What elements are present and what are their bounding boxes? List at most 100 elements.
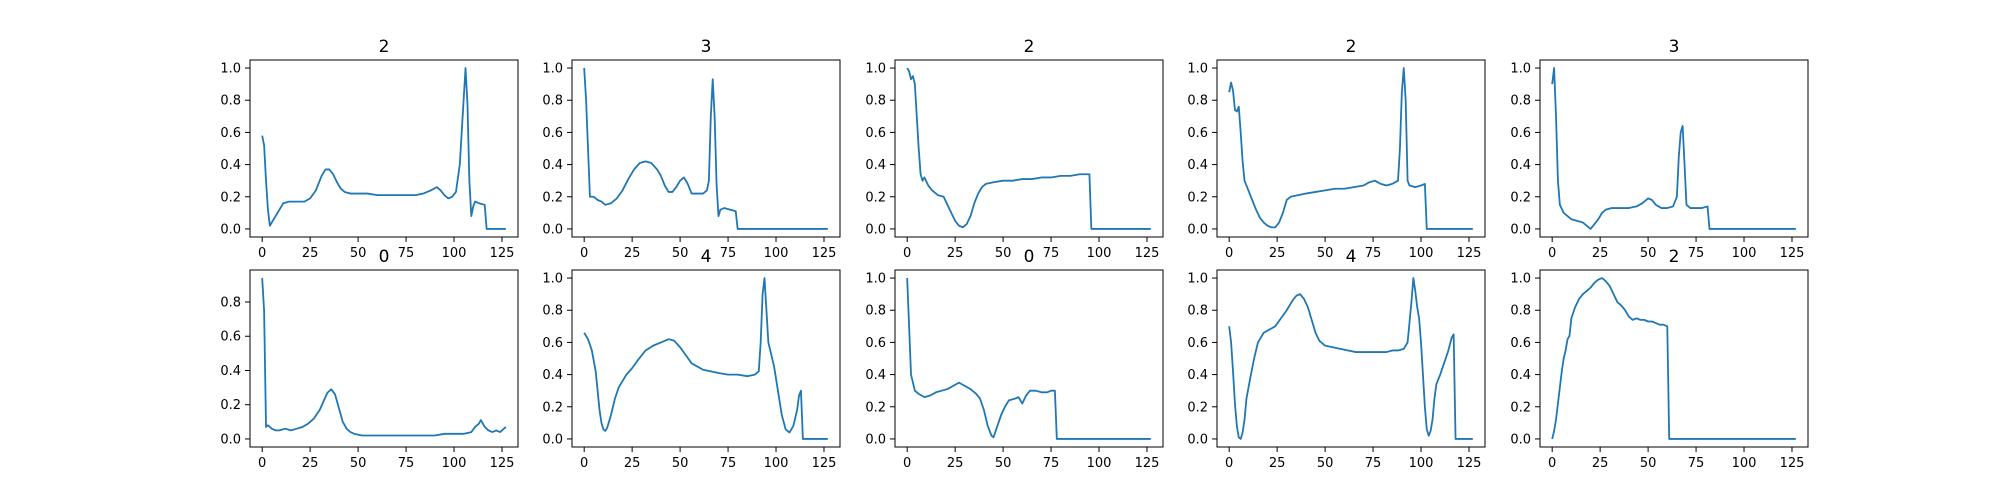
x-tick-label: 50: [350, 456, 367, 471]
y-tick-label: 1.0: [542, 62, 563, 77]
axes-frame: [571, 269, 841, 448]
axes-frame: [249, 269, 519, 448]
axes-frame: [894, 59, 1164, 238]
y-tick-label: 0.8: [865, 304, 886, 319]
x-tick-label: 0: [258, 246, 266, 261]
x-tick-label: 0: [903, 456, 911, 471]
x-tick-label: 100: [1409, 456, 1434, 471]
y-tick-label: 0.2: [865, 400, 886, 415]
y-tick-label: 0.6: [1510, 126, 1531, 141]
subplot-title: 0: [1024, 247, 1035, 267]
axes-frame: [1539, 269, 1809, 448]
y-tick-label: 1.0: [542, 272, 563, 287]
subplot-title: 2: [379, 37, 390, 57]
y-tick-label: 1.0: [1187, 272, 1208, 287]
y-tick-label: 0.2: [865, 190, 886, 205]
y-tick-label: 1.0: [865, 62, 886, 77]
series-line-3: [1228, 67, 1473, 230]
subplot-1: 0 25 50 75 100 125 0.0 0.2 0.4 0.6 0.8 1.0 3: [542, 37, 841, 261]
x-tick-label: 125: [812, 456, 837, 471]
axes-frame: [894, 269, 1164, 448]
y-tick-label: 0.0: [220, 222, 241, 237]
x-tick-label: 75: [1688, 456, 1705, 471]
x-tick-label: 25: [1592, 456, 1609, 471]
x-tick-label: 100: [442, 246, 467, 261]
y-tick-label: 0.0: [542, 222, 563, 237]
y-tick-label: 0.4: [865, 368, 886, 383]
x-tick-label: 125: [812, 246, 837, 261]
y-tick-label: 0.0: [542, 432, 563, 447]
y-tick-label: 1.0: [1510, 62, 1531, 77]
x-tick-label: 75: [720, 456, 737, 471]
y-tick-label: 0.8: [1510, 304, 1531, 319]
y-tick-label: 0.2: [542, 400, 563, 415]
subplot-5: 0 25 50 75 100 125 0.0 0.2 0.4 0.6 0.8 0: [220, 247, 519, 471]
y-tick-label: 0.4: [220, 158, 241, 173]
y-tick-label: 0.6: [865, 336, 886, 351]
y-tick-label: 0.8: [1510, 94, 1531, 109]
y-tick-label: 0.8: [1187, 304, 1208, 319]
y-tick-label: 0.4: [1510, 368, 1531, 383]
x-tick-label: 25: [1269, 456, 1286, 471]
series-line-6: [583, 277, 828, 440]
x-tick-label: 25: [624, 246, 641, 261]
y-tick-label: 0.6: [220, 330, 241, 345]
y-tick-label: 0.0: [1187, 222, 1208, 237]
y-tick-label: 1.0: [220, 62, 241, 77]
y-tick-label: 0.8: [542, 94, 563, 109]
x-tick-label: 25: [302, 456, 319, 471]
axes-frame: [1216, 269, 1486, 448]
subplot-0: 0 25 50 75 100 125 0.0 0.2 0.4 0.6 0.8 1.0 2: [220, 37, 519, 261]
subplot-2: 0 25 50 75 100 125 0.0 0.2 0.4 0.6 0.8 1.0 2: [865, 37, 1164, 261]
x-tick-label: 25: [947, 246, 964, 261]
x-tick-label: 25: [624, 456, 641, 471]
x-tick-label: 50: [995, 246, 1012, 261]
x-tick-label: 50: [995, 456, 1012, 471]
y-tick-label: 0.8: [542, 304, 563, 319]
y-tick-label: 0.8: [220, 296, 241, 311]
y-tick-label: 0.6: [1187, 126, 1208, 141]
subplot-title: 0: [379, 247, 390, 267]
y-tick-label: 0.4: [865, 158, 886, 173]
y-tick-label: 0.2: [1510, 400, 1531, 415]
subplot-title: 4: [701, 247, 712, 267]
series-line-7: [906, 278, 1151, 440]
y-tick-label: 0.0: [865, 432, 886, 447]
subplot-title: 2: [1024, 37, 1035, 57]
axes-frame: [1216, 59, 1486, 238]
x-tick-label: 75: [1688, 246, 1705, 261]
x-tick-label: 75: [398, 246, 415, 261]
series-line-5: [261, 277, 507, 437]
x-tick-label: 100: [1409, 246, 1434, 261]
y-tick-label: 0.8: [865, 94, 886, 109]
x-tick-label: 125: [1457, 246, 1482, 261]
y-tick-label: 0.2: [220, 398, 241, 413]
x-tick-label: 75: [1043, 246, 1060, 261]
x-tick-label: 125: [1135, 456, 1160, 471]
x-tick-label: 75: [1365, 456, 1382, 471]
subplot-7: 0 25 50 75 100 125 0.0 0.2 0.4 0.6 0.8 1.0 0: [865, 247, 1164, 471]
x-tick-label: 100: [442, 456, 467, 471]
y-tick-label: 0.6: [220, 126, 241, 141]
x-tick-label: 0: [580, 456, 588, 471]
x-tick-label: 0: [258, 456, 266, 471]
x-tick-label: 75: [1043, 456, 1060, 471]
subplot-6: 0 25 50 75 100 125 0.0 0.2 0.4 0.6 0.8 1.0 4: [542, 247, 841, 471]
y-tick-label: 0.2: [542, 190, 563, 205]
subplot-title: 4: [1346, 247, 1357, 267]
y-tick-label: 0.2: [1510, 190, 1531, 205]
y-tick-label: 0.6: [865, 126, 886, 141]
series-line-0: [261, 67, 506, 230]
x-tick-label: 0: [1225, 456, 1233, 471]
y-tick-label: 0.6: [542, 336, 563, 351]
y-tick-label: 0.0: [865, 222, 886, 237]
subplot-4: 0 25 50 75 100 125 0.0 0.2 0.4 0.6 0.8 1.0 3: [1510, 37, 1809, 261]
y-tick-label: 0.0: [220, 432, 241, 447]
x-tick-label: 50: [672, 456, 689, 471]
subplot-9: 0 25 50 75 100 125 0.0 0.2 0.4 0.6 0.8 1.0 2: [1510, 247, 1809, 471]
x-tick-label: 0: [903, 246, 911, 261]
y-tick-label: 0.2: [1187, 190, 1208, 205]
y-tick-label: 0.0: [1187, 432, 1208, 447]
y-tick-label: 0.2: [1187, 400, 1208, 415]
